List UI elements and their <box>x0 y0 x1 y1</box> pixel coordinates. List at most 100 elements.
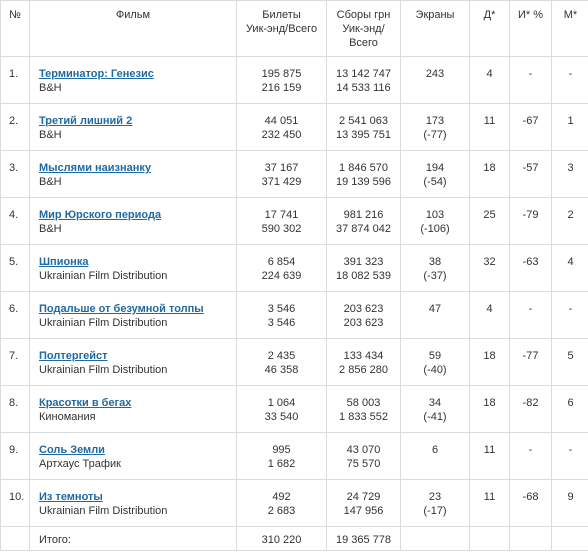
rank-cell: 7. <box>0 338 30 386</box>
tickets-cell: 3 546 3 546 <box>236 291 327 339</box>
previous-place-cell: 2 <box>551 197 588 245</box>
days-cell: 4 <box>469 56 510 104</box>
gross-cell: 391 323 18 082 539 <box>326 244 401 292</box>
tickets-total: 33 540 <box>264 411 299 423</box>
film-cell: Мир Юрского периода B&H <box>29 197 237 245</box>
tickets-cell: 44 051 232 450 <box>236 103 327 151</box>
tickets-weekend: 492 <box>272 491 291 503</box>
distributor-label: Ukrainian Film Distribution <box>39 364 168 376</box>
screens-cell: 47 <box>400 291 470 339</box>
tickets-total: 590 302 <box>261 223 302 235</box>
change-percent-cell: - <box>509 432 552 480</box>
tickets-cell: 492 2 683 <box>236 479 327 527</box>
screens-change: (-54) <box>423 176 447 188</box>
days-cell: 11 <box>469 479 510 527</box>
header-gross-line1: Сборы грн <box>336 9 391 21</box>
gross-cell: 203 623 203 623 <box>326 291 401 339</box>
header-row: № Фильм Билеты Уик-энд/Всего Сборы грн У… <box>0 0 588 57</box>
gross-weekend: 133 434 <box>343 350 384 362</box>
film-title-link[interactable]: Терминатор: Генезис <box>39 68 154 80</box>
previous-place-cell: 3 <box>551 150 588 198</box>
gross-weekend: 2 541 063 <box>339 115 388 127</box>
table-body: 1. Терминатор: Генезис B&H 195 875 216 159 13… <box>0 56 588 551</box>
film-title-link[interactable]: Мир Юрского периода <box>39 209 162 221</box>
screens-count: 23 <box>428 491 442 503</box>
header-screens: Экраны <box>400 0 470 57</box>
gross-weekend: 13 142 747 <box>335 68 392 80</box>
tickets-weekend: 6 854 <box>267 256 296 268</box>
distributor-label: Киномания <box>39 411 96 423</box>
distributor-label: B&H <box>39 129 62 141</box>
gross-cell: 58 003 1 833 552 <box>326 385 401 433</box>
screens-change: (-41) <box>423 411 447 423</box>
film-title-link[interactable]: Полтергейст <box>39 350 108 362</box>
total-row: Итого: 310 220 19 365 778 <box>0 526 588 551</box>
screens-change: (-40) <box>423 364 447 376</box>
tickets-total: 224 639 <box>261 270 302 282</box>
rank-cell: 2. <box>0 103 30 151</box>
tickets-cell: 995 1 682 <box>236 432 327 480</box>
rank-cell: 9. <box>0 432 30 480</box>
screens-count: 103 <box>425 209 445 221</box>
film-title-link[interactable]: Красотки в бегах <box>39 397 132 409</box>
screens-change: (-17) <box>423 505 447 517</box>
tickets-cell: 1 064 33 540 <box>236 385 327 433</box>
rank-cell: 5. <box>0 244 30 292</box>
film-title-link[interactable]: Из темноты <box>39 491 103 503</box>
film-title-link[interactable]: Шпионка <box>39 256 89 268</box>
gross-weekend: 981 216 <box>343 209 384 221</box>
film-title-link[interactable]: Третий лишний 2 <box>39 115 133 127</box>
film-cell: Подальше от безумной толпы Ukrainian Film… <box>29 291 237 339</box>
total-gross: 19 365 778 <box>326 526 401 551</box>
tickets-cell: 17 741 590 302 <box>236 197 327 245</box>
change-percent-cell: -63 <box>509 244 552 292</box>
previous-place-cell: - <box>551 432 588 480</box>
film-title-link[interactable]: Соль Земли <box>39 444 105 456</box>
rank-cell: 3. <box>0 150 30 198</box>
tickets-weekend: 1 064 <box>267 397 296 409</box>
previous-place-cell: 4 <box>551 244 588 292</box>
rank-cell: 6. <box>0 291 30 339</box>
gross-cell: 2 541 063 13 395 751 <box>326 103 401 151</box>
rank-cell: 1. <box>0 56 30 104</box>
tickets-total: 232 450 <box>261 129 302 141</box>
tickets-cell: 2 435 46 358 <box>236 338 327 386</box>
distributor-label: B&H <box>39 82 62 94</box>
film-title-link[interactable]: Подальше от безумной толпы <box>39 303 204 315</box>
screens-cell: 243 <box>400 56 470 104</box>
total-num-cell <box>0 526 30 551</box>
table-row: 8. Красотки в бегах Киномания 1 064 33 540 58… <box>0 385 588 433</box>
distributor-label: Ukrainian Film Distribution <box>39 270 168 282</box>
tickets-total: 371 429 <box>261 176 302 188</box>
header-m: М* <box>551 0 588 57</box>
table-row: 9. Соль Земли Артхаус Трафик 995 1 682 43 070… <box>0 432 588 480</box>
tickets-total: 1 682 <box>267 458 296 470</box>
screens-change: (-106) <box>420 223 450 235</box>
change-percent-cell: - <box>509 56 552 104</box>
header-tickets-line1: Билеты <box>262 9 301 21</box>
table-row: 4. Мир Юрского периода B&H 17 741 590 302 981… <box>0 197 588 245</box>
gross-total: 147 956 <box>343 505 384 517</box>
screens-change: (-77) <box>423 129 447 141</box>
tickets-total: 46 358 <box>264 364 299 376</box>
header-gross-line2: Уик-энд/ <box>342 23 385 35</box>
previous-place-cell: 9 <box>551 479 588 527</box>
days-cell: 18 <box>469 150 510 198</box>
tickets-total: 3 546 <box>267 317 296 329</box>
gross-cell: 981 216 37 874 042 <box>326 197 401 245</box>
header-film: Фильм <box>29 0 237 57</box>
film-title-link[interactable]: Мыслями наизнанку <box>39 162 152 174</box>
gross-total: 18 082 539 <box>335 270 392 282</box>
distributor-label: B&H <box>39 176 62 188</box>
days-cell: 18 <box>469 338 510 386</box>
screens-cell: 173 (-77) <box>400 103 470 151</box>
days-cell: 25 <box>469 197 510 245</box>
gross-weekend: 1 846 570 <box>339 162 388 174</box>
rank-cell: 10. <box>0 479 30 527</box>
film-cell: Из темноты Ukrainian Film Distribution <box>29 479 237 527</box>
tickets-weekend: 17 741 <box>264 209 299 221</box>
table-header: № Фильм Билеты Уик-энд/Всего Сборы грн У… <box>0 0 588 57</box>
total-d-cell <box>469 526 510 551</box>
film-cell: Мыслями наизнанку B&H <box>29 150 237 198</box>
